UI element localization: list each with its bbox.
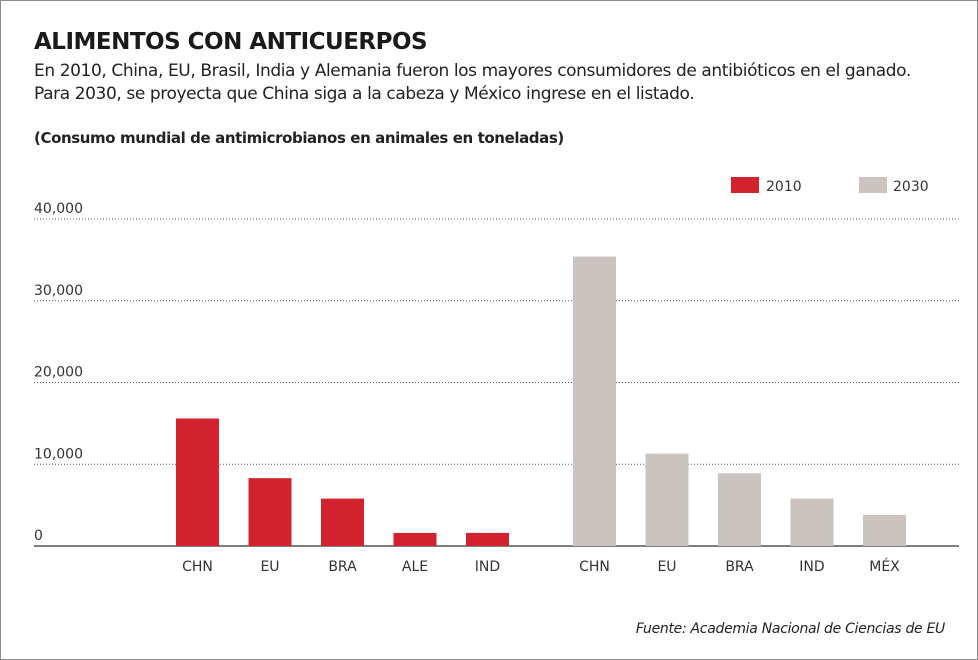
legend: 2010 2030: [731, 177, 929, 195]
y-tick-label: 20,000: [34, 365, 83, 381]
bar-2010-bra: [321, 498, 364, 546]
category-label: EU: [260, 559, 279, 575]
subtitle-line-1: En 2010, China, EU, Brasil, India y Alem…: [34, 61, 911, 81]
bar-2030-méx: [863, 514, 906, 546]
bar-2030-bra: [718, 473, 761, 546]
y-tick-label: 0: [34, 528, 43, 544]
grid-lines: [34, 218, 959, 547]
legend-label-2010: 2010: [766, 179, 802, 195]
bar-2010-chn: [176, 418, 219, 546]
bar-2030-chn: [573, 256, 616, 546]
category-label: IND: [799, 559, 824, 575]
category-label: ALE: [402, 559, 428, 575]
category-label: IND: [475, 559, 500, 575]
category-label: CHN: [579, 559, 610, 575]
y-tick-label: 30,000: [34, 283, 83, 299]
legend-swatch-2030: [859, 177, 887, 193]
bar-2010-ale: [393, 532, 437, 546]
category-label: EU: [657, 559, 676, 575]
category-label: BRA: [725, 559, 754, 575]
y-tick-label: 10,000: [34, 446, 83, 462]
y-axis-ticks: 0 10,000 20,000 30,000 40,000: [34, 201, 83, 544]
y-tick-label: 40,000: [34, 201, 83, 217]
subtitle-line-2: Para 2030, se proyecta que China siga a …: [34, 84, 695, 104]
infographic-title: ALIMENTOS CON ANTICUERPOS: [34, 29, 428, 55]
bar-2010-ind: [466, 532, 509, 546]
category-label: MÉX: [869, 558, 900, 575]
bar-2030-eu: [645, 453, 689, 546]
legend-label-2030: 2030: [893, 179, 929, 195]
legend-swatch-2010: [731, 177, 759, 193]
bar-2010-eu: [248, 478, 292, 546]
category-label: CHN: [182, 559, 213, 575]
category-labels: CHN EU BRA ALE IND CHN EU BRA IND MÉX: [182, 558, 900, 575]
bars: [176, 256, 906, 546]
chart-measure-label: (Consumo mundial de antimicrobianos en a…: [34, 129, 564, 147]
category-label: BRA: [328, 559, 357, 575]
bar-2030-ind: [790, 498, 834, 546]
source-credit: Fuente: Academia Nacional de Ciencias de…: [635, 621, 945, 637]
